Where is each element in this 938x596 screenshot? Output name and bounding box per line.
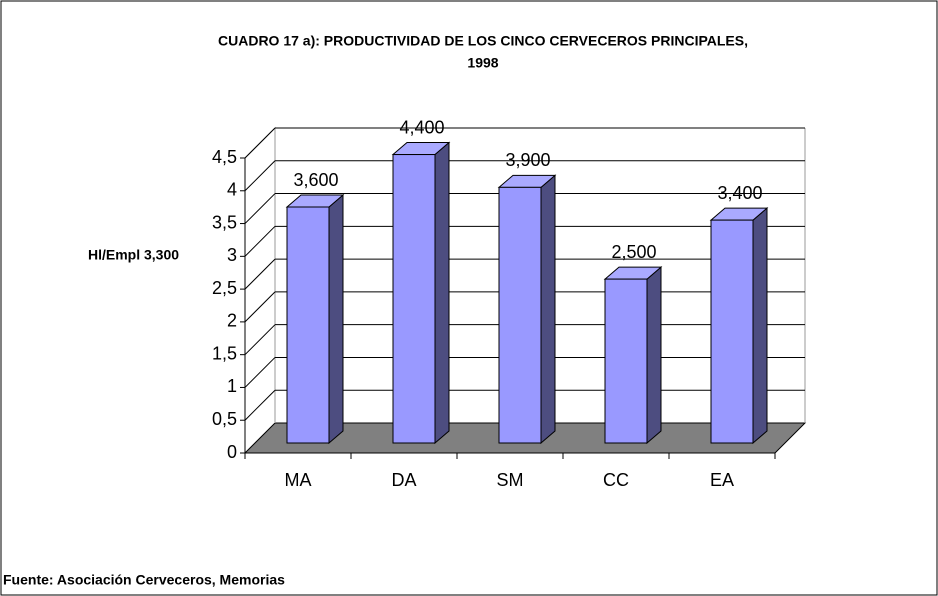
grid-line [244, 258, 276, 290]
chart-title: CUADRO 17 a): PRODUCTIVIDAD DE LOS CINCO… [218, 33, 748, 49]
y-axis-label: Hl/Empl 3,300 [88, 247, 179, 263]
y-tick-label: 4,5 [212, 147, 237, 167]
bar [392, 154, 436, 444]
x-tick-label: SM [497, 470, 524, 490]
source: Fuente: Asociación Cerveceros, Memorias [3, 572, 285, 588]
bar-side [434, 141, 450, 445]
x-tick-label: DA [391, 470, 416, 490]
bar [604, 278, 648, 444]
bar-side [752, 207, 768, 445]
bar-side [646, 266, 662, 445]
grid-line [244, 389, 276, 421]
value-label: 3,900 [505, 150, 550, 170]
value-label: 3,600 [293, 170, 338, 190]
y-tick-label: 4 [227, 180, 237, 200]
value-label: 2,500 [611, 242, 656, 262]
y-tick-label: 2 [227, 311, 237, 331]
grid-line [244, 291, 276, 323]
y-tick-label: 3,5 [212, 212, 237, 232]
value-label: 4,400 [399, 117, 444, 137]
y-tick-label: 1,5 [212, 343, 237, 363]
value-label: 3,400 [717, 183, 762, 203]
grid-line [244, 127, 276, 159]
bar [710, 219, 754, 444]
x-tick-label: CC [603, 470, 629, 490]
grid-line [244, 193, 276, 224]
x-tick-label: EA [710, 470, 734, 490]
y-tick-label: 0 [227, 442, 237, 462]
x-tick-label: MA [285, 470, 312, 490]
grid-line [244, 324, 276, 356]
grid-line [244, 225, 276, 257]
chart-subtitle: 1998 [467, 55, 498, 71]
grid-line [244, 160, 276, 192]
y-tick-label: 1 [227, 376, 237, 396]
bar [286, 206, 330, 444]
y-tick-label: 3 [227, 245, 237, 265]
bar [498, 186, 542, 444]
y-tick-label: 0,5 [212, 409, 237, 429]
bar-side [540, 174, 556, 445]
grid-line [244, 357, 276, 388]
bar-side [328, 193, 344, 445]
y-tick-label: 2,5 [212, 278, 237, 298]
